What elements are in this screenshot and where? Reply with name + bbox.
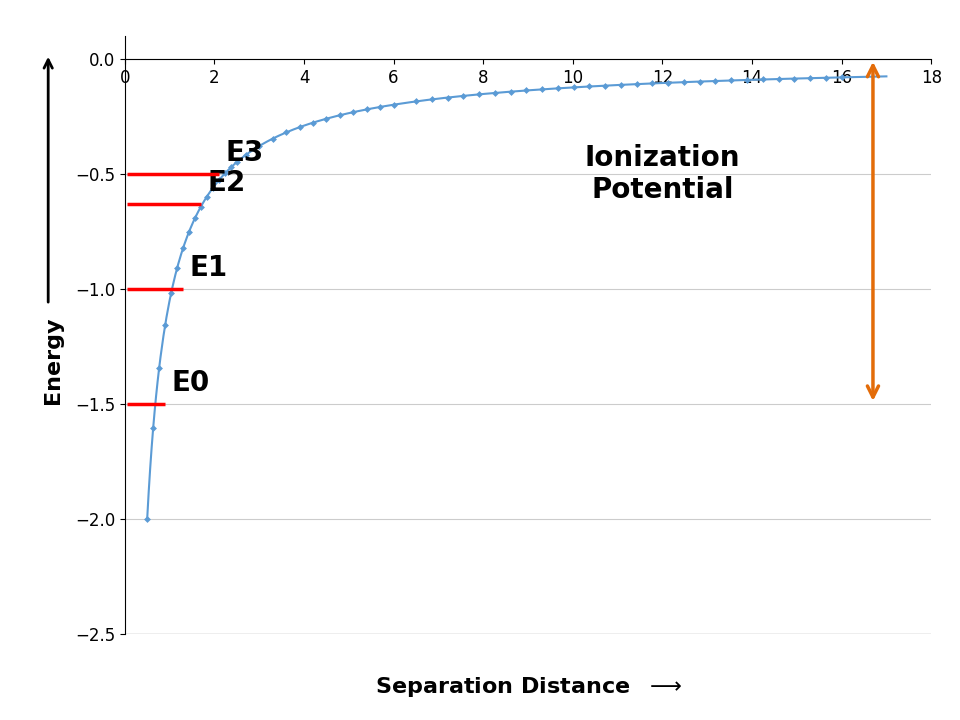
Text: E0: E0 (172, 369, 210, 397)
Text: E1: E1 (190, 254, 228, 282)
Text: Separation Distance  $\longrightarrow$: Separation Distance $\longrightarrow$ (374, 675, 682, 699)
Text: E2: E2 (207, 169, 246, 197)
Text: Energy: Energy (43, 316, 62, 404)
Text: Ionization
Potential: Ionization Potential (585, 144, 740, 204)
Text: E3: E3 (226, 139, 264, 167)
